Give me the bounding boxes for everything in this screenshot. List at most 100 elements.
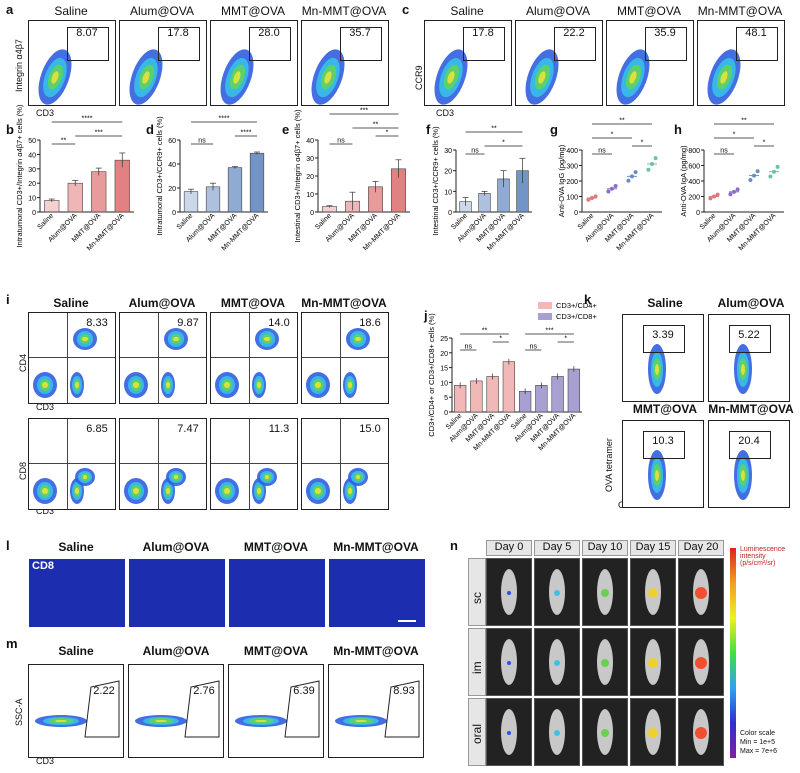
quadrant-value: 8.33 (86, 317, 108, 329)
quadrant-value: 18.6 (359, 317, 381, 329)
y-tick-label: 10 (28, 196, 36, 203)
sig-label: *** (545, 328, 553, 335)
gate-rect (729, 431, 771, 459)
sig-label: * (611, 132, 614, 139)
quadrant-line-h (211, 357, 297, 358)
gate-value: 20.4 (738, 435, 760, 447)
gate-rect (463, 27, 505, 61)
group-header: Alum@OVA (130, 4, 194, 18)
ivis-image (678, 698, 724, 766)
ivis-image (534, 558, 580, 626)
ivis-image (582, 628, 628, 696)
group-header: MMT@OVA (243, 644, 309, 658)
bar (551, 376, 564, 413)
sig-label: * (763, 140, 766, 147)
luminescence-signal (695, 587, 707, 599)
ivis-image (534, 698, 580, 766)
data-point (606, 189, 611, 194)
data-point (708, 196, 713, 201)
density-blob (155, 719, 167, 723)
flow-plot: 22.2 (515, 20, 603, 106)
y-tick-label: 0 (696, 210, 700, 217)
luminescence-signal (507, 661, 511, 665)
x-tick-label: Saline (314, 212, 333, 231)
data-point (633, 170, 638, 175)
bar (470, 380, 483, 413)
gate-value: 35.9 (654, 27, 676, 39)
sig-label: **** (241, 130, 252, 137)
luminescence-signal (648, 588, 658, 598)
panel-label-f: f (426, 122, 431, 137)
group-header: Mn-MMT@OVA (301, 4, 387, 18)
quadrant-line-v (158, 419, 159, 509)
data-point (586, 197, 591, 202)
group-header: Mn-MMT@OVA (333, 540, 419, 554)
gate-rect (158, 27, 200, 61)
y-axis-label: Intratumoral CD3+/CCR9+ cells (%) (155, 116, 164, 236)
luminescence-signal (648, 728, 658, 738)
y-tick-label: 25 (440, 336, 448, 343)
luminescence-signal (507, 591, 511, 595)
y-tick-label: 5 (444, 395, 448, 402)
y-tick-label: 40 (168, 162, 176, 169)
data-point (653, 156, 658, 161)
bar (535, 385, 548, 413)
gate-value: 35.7 (349, 27, 371, 39)
density-blob (355, 336, 361, 342)
legend-max: Max = 7e+6 (740, 748, 777, 755)
luminescence-colorbar (730, 548, 736, 758)
ssc-plot: 2.22 (28, 664, 124, 758)
panel-i-xlabel-bottom: CD3 (36, 506, 55, 516)
panel-i-ylabel-top: CD4 (18, 353, 28, 372)
group-header: MMT@OVA (243, 540, 309, 554)
gate-value: 17.8 (472, 27, 494, 39)
cd8-micrograph (28, 558, 126, 628)
y-tick-label: 800 (688, 148, 700, 155)
y-tick-label: 20 (28, 181, 36, 188)
sig-label: ns (720, 148, 728, 155)
panel-c-xlabel: CD3 (436, 108, 455, 118)
y-tick-label: 0 (32, 210, 36, 217)
quadrant-value: 11.3 (268, 423, 290, 435)
bar (183, 191, 199, 213)
gate-value: 8.93 (393, 685, 415, 697)
quadrant-value: 7.47 (177, 423, 199, 435)
panel-label-e: e (282, 122, 290, 137)
route-label-bg (468, 558, 486, 626)
luminescence-signal (554, 730, 560, 736)
panel-a-xlabel: CD3 (36, 108, 55, 118)
ivis-image (678, 628, 724, 696)
tetramer-plot: 10.3 (622, 420, 704, 508)
sig-label: *** (360, 108, 368, 115)
quadrant-line-h (302, 463, 388, 464)
group-header: Alum@OVA (717, 296, 785, 310)
cd8-micrograph (328, 558, 426, 628)
quadrant-value: 15.0 (359, 423, 381, 435)
sig-label: ** (61, 138, 67, 145)
quadrant-line-h (211, 463, 297, 464)
sig-label: ns (598, 148, 606, 155)
density-blob (348, 382, 352, 388)
x-tick-label: Mn-MMT@OVA (616, 212, 656, 252)
gate-rect (729, 325, 771, 353)
panel-m-xlabel: CD3 (36, 756, 55, 766)
y-axis-label: Intratumoral CD3+/Integrin α4β7+ cells (… (15, 104, 24, 247)
group-header: Mn-MMT@OVA (301, 296, 387, 310)
flow-plot: 28.0 (210, 20, 298, 106)
quadrant-line-h (29, 463, 115, 464)
gate-polygon (84, 680, 120, 738)
luminescence-signal (601, 589, 609, 597)
sig-label: ** (482, 328, 488, 335)
density-blob (255, 719, 267, 723)
quadrant-plot: 8.33 (28, 312, 116, 404)
sig-label: ** (491, 126, 497, 133)
y-axis-label: Intestinal CD3+/CCR9+ cells (%) (431, 126, 440, 236)
y-tick-label: 30 (28, 167, 36, 174)
cd8-micrograph (228, 558, 326, 628)
bar (205, 186, 221, 213)
y-tick-label: 200 (566, 179, 578, 186)
quadrant-line-v (158, 313, 159, 403)
flow-plot: 35.9 (606, 20, 694, 106)
panel-label-g: g (550, 122, 558, 137)
legend-label: CD3+/CD8+ (556, 312, 597, 321)
